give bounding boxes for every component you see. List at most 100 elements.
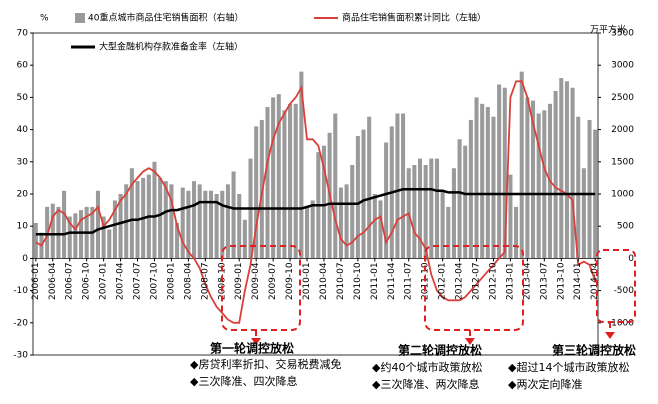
bar xyxy=(395,113,400,259)
x-tick-label: 2012-04 xyxy=(455,262,465,300)
legend-label: 大型金融机构存款准备金率（左轴） xyxy=(99,41,243,53)
bar xyxy=(491,116,496,259)
bar xyxy=(570,87,575,259)
bar xyxy=(186,190,191,259)
line xyxy=(35,80,597,324)
bar xyxy=(50,203,55,259)
bar xyxy=(321,145,326,259)
y2-axis-label: 万平方米 xyxy=(590,24,626,36)
annotation: ◆约40个城市政策放松 xyxy=(372,360,482,374)
bar xyxy=(514,206,519,259)
bar xyxy=(62,190,67,259)
y-tick-label: 20 xyxy=(17,190,29,200)
bar xyxy=(355,136,360,259)
bar xyxy=(468,119,473,259)
x-tick-label: 2013-01 xyxy=(505,262,515,300)
bar xyxy=(67,216,72,259)
y-tick-label: 70 xyxy=(17,29,29,39)
x-tick-label: 2007-07 xyxy=(133,262,143,300)
bar xyxy=(587,119,592,259)
bar xyxy=(502,87,507,259)
annotation: ◆超过14个城市政策放松 xyxy=(508,360,629,374)
x-tick-label: 2011-01 xyxy=(370,262,380,300)
bar xyxy=(158,177,163,259)
bar xyxy=(56,206,61,259)
bar xyxy=(361,129,366,259)
bar xyxy=(485,107,490,259)
y-tick-label: 60 xyxy=(17,61,29,71)
bar xyxy=(401,113,406,259)
bar xyxy=(564,81,569,259)
bar xyxy=(531,100,536,259)
x-tick-label: 2009-10 xyxy=(285,262,295,300)
bar xyxy=(237,194,242,259)
x-tick-label: 2012-07 xyxy=(472,262,482,300)
y-tick-label: -30 xyxy=(13,351,28,361)
x-tick-label: 2011-07 xyxy=(404,262,414,300)
annotation: ◆三次降准、两次降息 xyxy=(372,377,479,391)
bar xyxy=(581,168,586,259)
bar xyxy=(536,113,541,259)
bar xyxy=(497,84,502,259)
bar xyxy=(175,222,180,259)
x-tick-label: 2011-04 xyxy=(387,262,397,300)
legend-label: 40重点城市商品住宅销售面积（右轴） xyxy=(88,12,243,24)
bar xyxy=(220,190,225,259)
annotation: 第二轮调控放松 xyxy=(398,343,482,358)
y2-tick-label: 2500 xyxy=(611,93,634,103)
bar xyxy=(344,184,349,259)
bar xyxy=(101,216,106,259)
bar xyxy=(338,187,343,259)
bar xyxy=(231,171,236,259)
bar xyxy=(293,103,298,259)
y2-tick-label: 0 xyxy=(628,254,634,264)
y-tick-label: 30 xyxy=(17,157,29,167)
y-tick-label: 50 xyxy=(17,93,29,103)
x-tick-label: 2006-10 xyxy=(82,262,92,300)
x-tick-label: 2007-10 xyxy=(149,262,159,300)
y-tick-label: 10 xyxy=(17,222,29,232)
bar xyxy=(282,110,287,259)
bar xyxy=(525,97,530,259)
bar xyxy=(451,168,456,259)
x-tick-label: 2008-07 xyxy=(200,262,210,300)
bar xyxy=(542,110,547,259)
bar xyxy=(214,194,219,259)
bar xyxy=(446,206,451,259)
bar xyxy=(33,222,38,259)
y2-tick-label: 1500 xyxy=(611,157,634,167)
x-tick-label: 2010-04 xyxy=(319,262,329,300)
bar xyxy=(367,116,372,259)
x-tick-label: 2009-01 xyxy=(234,262,244,300)
x-tick-label: 2014-04 xyxy=(590,262,600,300)
bar xyxy=(508,174,513,259)
y-tick-label: -20 xyxy=(13,318,28,328)
y2-tick-label: 2000 xyxy=(611,125,634,135)
x-tick-label: 2007-01 xyxy=(99,262,109,300)
x-tick-label: 2008-01 xyxy=(166,262,176,300)
x-tick-label: 2006-07 xyxy=(65,262,75,300)
bar xyxy=(254,126,259,259)
bar xyxy=(73,213,78,259)
bar xyxy=(440,190,445,259)
bar xyxy=(463,145,468,259)
bar xyxy=(79,210,84,259)
bar xyxy=(559,78,564,259)
bar xyxy=(519,71,524,259)
bar xyxy=(372,194,377,259)
y-tick-label: 40 xyxy=(17,125,29,135)
y2-tick-label: 3000 xyxy=(611,61,634,71)
bar xyxy=(288,103,293,259)
bar xyxy=(163,181,168,259)
bar xyxy=(118,194,123,259)
bar xyxy=(276,94,281,259)
bar xyxy=(384,142,389,259)
x-tick-label: 2014-01 xyxy=(573,262,583,300)
bar xyxy=(208,190,213,259)
bar xyxy=(350,165,355,259)
y2-tick-label: -1000 xyxy=(608,318,634,328)
bar xyxy=(576,116,581,259)
bar xyxy=(197,184,202,259)
bar xyxy=(418,158,423,259)
